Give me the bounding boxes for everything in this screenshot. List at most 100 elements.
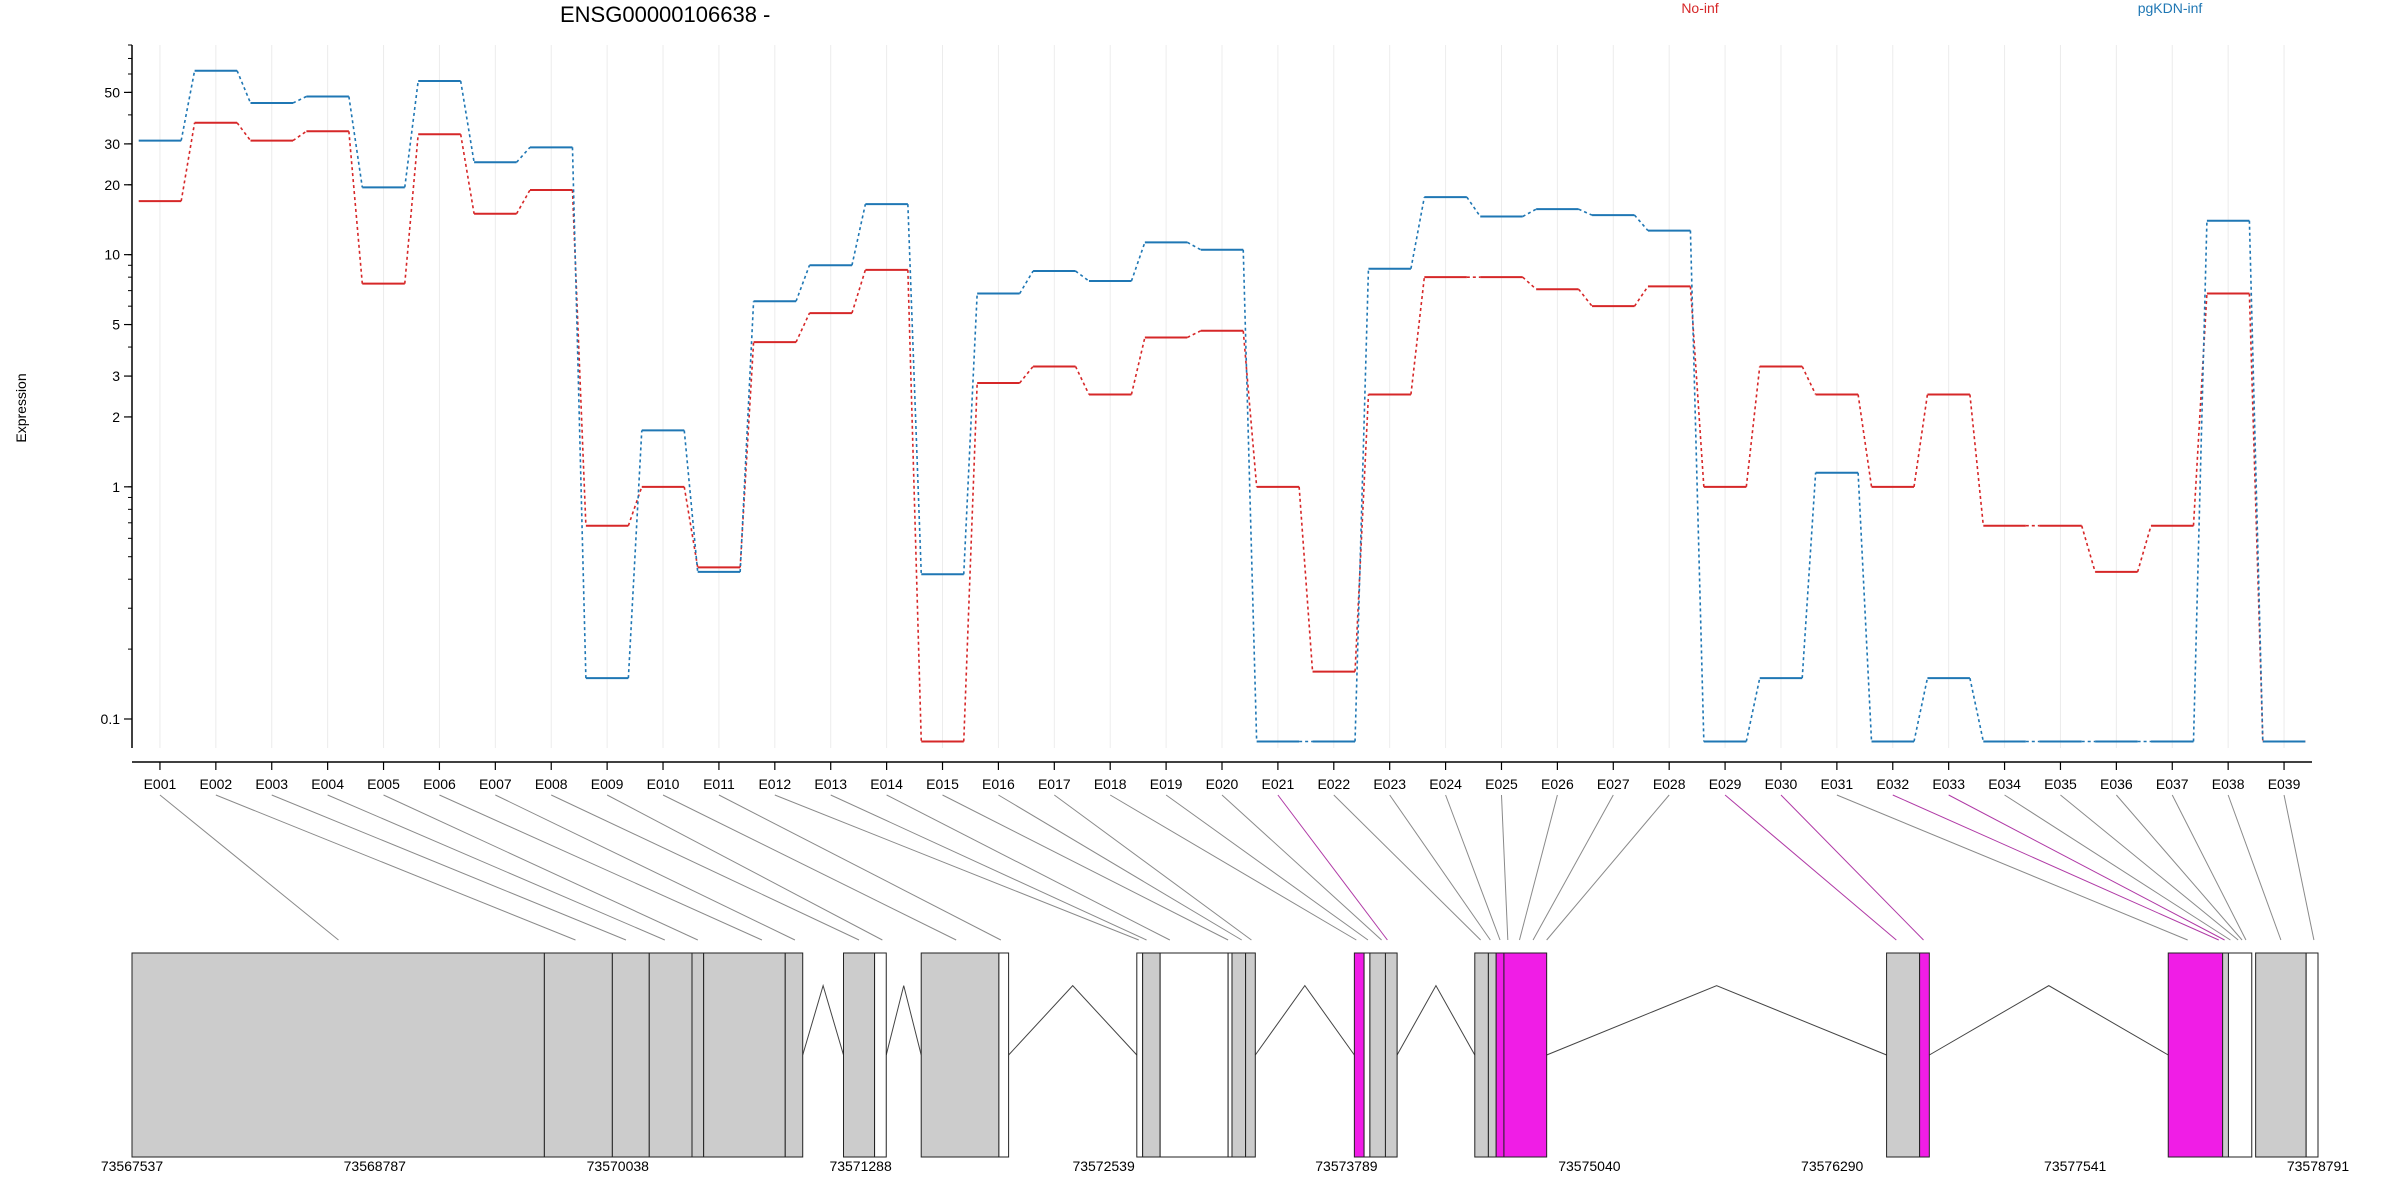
x-tick-label: E037 [2156,776,2189,792]
exon-connector [998,794,1242,941]
series-connector [907,269,923,742]
genome-coordinate-label: 73570038 [587,1158,650,1174]
series-connector [403,134,419,284]
exon-block [1159,952,1229,1158]
x-tick-label: E017 [1038,776,1071,792]
x-tick-label: E004 [311,776,344,792]
exon-block [1142,952,1161,1158]
x-tick-label: E005 [367,776,400,792]
series-connector [292,95,307,104]
genome-coordinate-label: 73571288 [829,1158,892,1174]
intron-line [802,983,844,1056]
exon-connector [1780,794,1924,941]
x-tick-label: E012 [758,776,791,792]
exon-connector [1389,794,1491,941]
series-connector [292,130,307,142]
x-tick-label: E013 [814,776,847,792]
series-connector [1857,472,1873,742]
series-connector [627,486,643,526]
y-tick-label: 3 [112,368,120,384]
y-tick-label: 2 [112,409,120,425]
intron-line [885,985,922,1056]
x-tick-label: E016 [982,776,1015,792]
x-tick-label: E029 [1709,776,1742,792]
genome-coordinate-label: 73578791 [2287,1158,2350,1174]
genome-coordinate-label: 73577541 [2044,1158,2107,1174]
series-connector [1578,208,1593,216]
exon-block [843,952,876,1158]
series-connector [180,122,196,202]
exon-connector [1724,794,1897,941]
series-connector [1019,365,1034,384]
series-connector [1410,196,1426,269]
intron-line [1008,984,1138,1056]
series-connector [571,189,587,526]
exon-block [1487,952,1497,1158]
x-tick-label: E014 [870,776,903,792]
exon-block [1369,952,1386,1158]
x-axis: E001 E002 E003 E004 E005 E006 E007 E008 E009 E010… [132,761,2312,792]
legend-no-inf: No-inf [1681,0,1718,16]
series-connector [459,134,475,214]
series-connector [1130,337,1146,395]
exon-block [1503,952,1548,1158]
x-tick-label: E001 [144,776,177,792]
chart-title: ENSG00000106638 - [560,2,770,27]
intron-line [1929,985,2169,1056]
intron-line [1546,985,1887,1056]
exon-block [1231,952,1247,1158]
x-tick-label: E023 [1373,776,1406,792]
exon-block [1227,952,1233,1158]
series-connector [236,122,252,142]
series-connector [348,96,364,188]
series-connector [180,70,196,141]
exon-block [784,952,804,1158]
series-connector [1522,208,1537,218]
series-connector [795,265,811,302]
exon-block [2222,952,2229,1158]
exon-connector [1333,794,1481,941]
intron-line [1254,984,1355,1056]
series-connector [1522,276,1537,290]
x-tick-label: E027 [1597,776,1630,792]
y-tick-label: 30 [104,136,120,152]
exon-connector [2004,794,2231,941]
x-tick-label: E034 [1988,776,2021,792]
intron-line [1396,984,1476,1056]
series-connector [1130,242,1146,282]
exon-block [1886,952,1921,1158]
exon-block [1353,952,1365,1158]
y-tick-label: 20 [104,177,120,193]
series-connector [627,430,643,679]
series-lines [138,69,2306,743]
series-connector [571,147,587,679]
exon-connector [495,794,796,941]
series-connector [1689,230,1705,742]
exon-connectors [159,794,2315,941]
exon-block [1474,952,1489,1158]
x-tick-label: E030 [1765,776,1798,792]
exon-connector [159,794,339,941]
exon-connector [1109,794,1357,941]
exon-connector [886,794,1171,941]
series-connector [1354,268,1370,742]
exon-connector [327,794,666,941]
exon-connector [2115,794,2243,941]
series-connector [1242,249,1258,742]
series-connector [459,80,475,163]
series-connector [1186,241,1202,251]
series-connector [1913,677,1929,742]
series-connector [683,486,699,568]
y-axis: 0.1 1 2 3 5 10 20 30 50 [101,44,133,748]
series-connector [1410,277,1426,395]
exon-block [2255,952,2307,1158]
exon-block [131,952,545,1158]
genome-coordinate-label: 73567537 [101,1158,164,1174]
x-tick-label: E008 [535,776,568,792]
series-connector [907,204,923,575]
x-tick-label: E022 [1317,776,1350,792]
x-tick-label: E026 [1541,776,1574,792]
exon-connector [2283,794,2315,941]
series-connector [2192,220,2208,742]
series-connector [795,312,811,343]
